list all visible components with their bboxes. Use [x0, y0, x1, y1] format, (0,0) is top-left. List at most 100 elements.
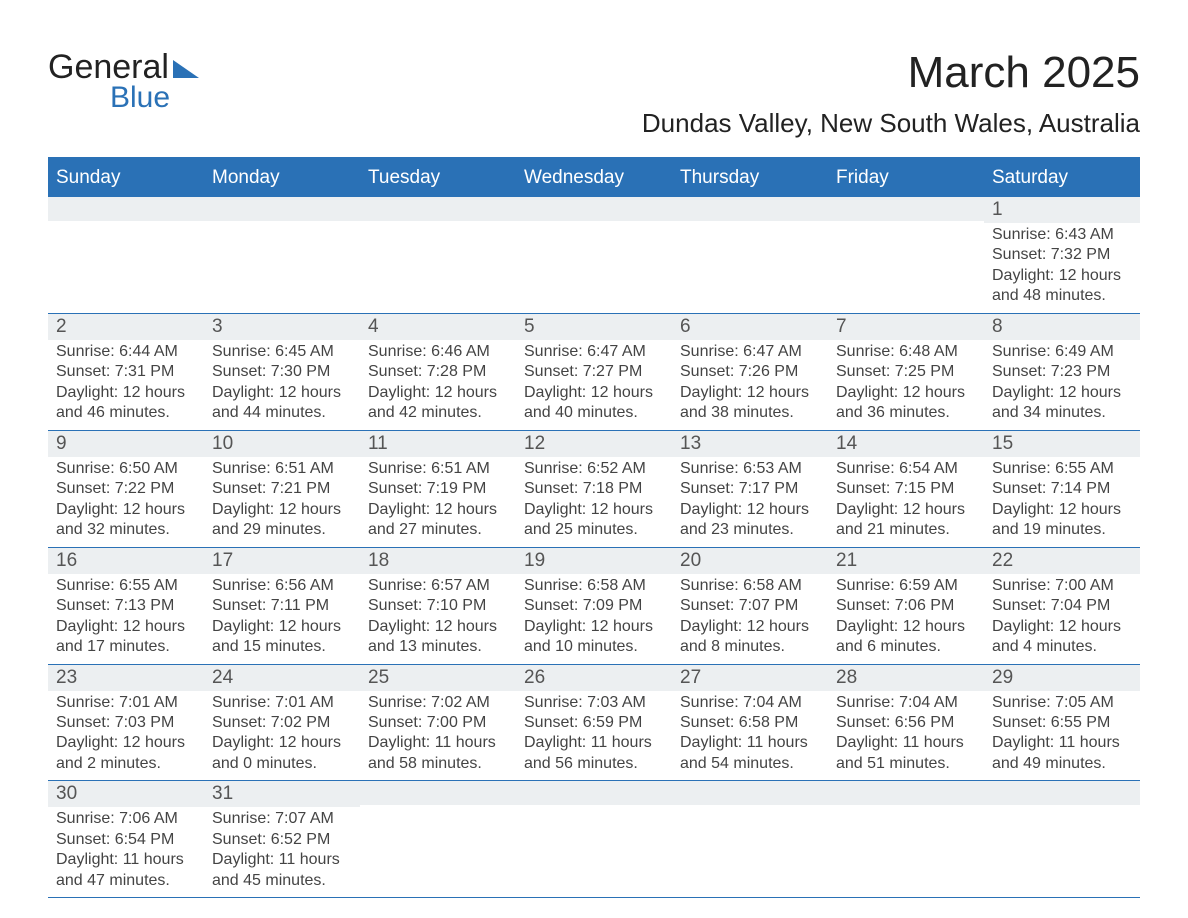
- header: General Blue March 2025 Dundas Valley, N…: [48, 48, 1140, 139]
- page-title: March 2025: [642, 48, 1140, 98]
- calendar-day: 25Sunrise: 7:02 AMSunset: 7:00 PMDayligh…: [360, 665, 516, 781]
- calendar-day: 21Sunrise: 6:59 AMSunset: 7:06 PMDayligh…: [828, 548, 984, 664]
- sunset-line: Sunset: 7:30 PM: [212, 362, 352, 382]
- sunset-line: Sunset: 7:25 PM: [836, 362, 976, 382]
- sunrise-line: Sunrise: 6:46 AM: [368, 342, 508, 362]
- daylight-line: Daylight: 12 hours and 23 minutes.: [680, 500, 820, 541]
- day-number: [984, 781, 1140, 805]
- day-details: [984, 805, 1140, 807]
- calendar-week: 23Sunrise: 7:01 AMSunset: 7:03 PMDayligh…: [48, 665, 1140, 782]
- day-number: [516, 197, 672, 221]
- sunset-line: Sunset: 7:11 PM: [212, 596, 352, 616]
- calendar-day-empty: [672, 197, 828, 313]
- sunrise-line: Sunrise: 6:49 AM: [992, 342, 1132, 362]
- calendar-day: 8Sunrise: 6:49 AMSunset: 7:23 PMDaylight…: [984, 314, 1140, 430]
- day-details: Sunrise: 6:58 AMSunset: 7:07 PMDaylight:…: [672, 574, 828, 658]
- sunrise-line: Sunrise: 6:48 AM: [836, 342, 976, 362]
- calendar-day-empty: [516, 197, 672, 313]
- brand-name-2: Blue: [110, 81, 199, 115]
- day-details: Sunrise: 6:46 AMSunset: 7:28 PMDaylight:…: [360, 340, 516, 424]
- dow-header: Wednesday: [516, 159, 672, 197]
- calendar-week: 9Sunrise: 6:50 AMSunset: 7:22 PMDaylight…: [48, 431, 1140, 548]
- calendar-day: 6Sunrise: 6:47 AMSunset: 7:26 PMDaylight…: [672, 314, 828, 430]
- day-details: Sunrise: 6:48 AMSunset: 7:25 PMDaylight:…: [828, 340, 984, 424]
- sunrise-line: Sunrise: 7:00 AM: [992, 576, 1132, 596]
- calendar-day: 17Sunrise: 6:56 AMSunset: 7:11 PMDayligh…: [204, 548, 360, 664]
- sunset-line: Sunset: 7:09 PM: [524, 596, 664, 616]
- sunrise-line: Sunrise: 6:51 AM: [212, 459, 352, 479]
- day-number: 8: [984, 314, 1140, 340]
- day-details: [360, 805, 516, 807]
- day-details: [204, 221, 360, 223]
- sunset-line: Sunset: 7:14 PM: [992, 479, 1132, 499]
- dow-header: Monday: [204, 159, 360, 197]
- day-number: [672, 197, 828, 221]
- location-subtitle: Dundas Valley, New South Wales, Australi…: [642, 108, 1140, 139]
- sunset-line: Sunset: 7:04 PM: [992, 596, 1132, 616]
- sunset-line: Sunset: 7:26 PM: [680, 362, 820, 382]
- calendar-day: 20Sunrise: 6:58 AMSunset: 7:07 PMDayligh…: [672, 548, 828, 664]
- sunset-line: Sunset: 7:03 PM: [56, 713, 196, 733]
- day-number: 1: [984, 197, 1140, 223]
- calendar-day: 19Sunrise: 6:58 AMSunset: 7:09 PMDayligh…: [516, 548, 672, 664]
- sunset-line: Sunset: 7:15 PM: [836, 479, 976, 499]
- daylight-line: Daylight: 12 hours and 34 minutes.: [992, 383, 1132, 424]
- sunset-line: Sunset: 7:10 PM: [368, 596, 508, 616]
- day-details: Sunrise: 6:44 AMSunset: 7:31 PMDaylight:…: [48, 340, 204, 424]
- sunset-line: Sunset: 7:13 PM: [56, 596, 196, 616]
- daylight-line: Daylight: 12 hours and 36 minutes.: [836, 383, 976, 424]
- day-details: Sunrise: 6:56 AMSunset: 7:11 PMDaylight:…: [204, 574, 360, 658]
- day-number: 31: [204, 781, 360, 807]
- daylight-line: Daylight: 12 hours and 10 minutes.: [524, 617, 664, 658]
- day-number: 7: [828, 314, 984, 340]
- day-details: Sunrise: 6:58 AMSunset: 7:09 PMDaylight:…: [516, 574, 672, 658]
- day-details: Sunrise: 6:55 AMSunset: 7:13 PMDaylight:…: [48, 574, 204, 658]
- daylight-line: Daylight: 12 hours and 44 minutes.: [212, 383, 352, 424]
- sunrise-line: Sunrise: 6:54 AM: [836, 459, 976, 479]
- calendar-day-empty: [672, 781, 828, 897]
- calendar-week: 1Sunrise: 6:43 AMSunset: 7:32 PMDaylight…: [48, 197, 1140, 314]
- daylight-line: Daylight: 12 hours and 40 minutes.: [524, 383, 664, 424]
- day-number: 20: [672, 548, 828, 574]
- calendar-day: 1Sunrise: 6:43 AMSunset: 7:32 PMDaylight…: [984, 197, 1140, 313]
- daylight-line: Daylight: 12 hours and 29 minutes.: [212, 500, 352, 541]
- daylight-line: Daylight: 11 hours and 47 minutes.: [56, 850, 196, 891]
- daylight-line: Daylight: 12 hours and 13 minutes.: [368, 617, 508, 658]
- day-details: [672, 805, 828, 807]
- daylight-line: Daylight: 11 hours and 54 minutes.: [680, 733, 820, 774]
- day-details: Sunrise: 6:43 AMSunset: 7:32 PMDaylight:…: [984, 223, 1140, 307]
- daylight-line: Daylight: 11 hours and 56 minutes.: [524, 733, 664, 774]
- sunset-line: Sunset: 7:27 PM: [524, 362, 664, 382]
- calendar-day: 28Sunrise: 7:04 AMSunset: 6:56 PMDayligh…: [828, 665, 984, 781]
- day-number: 29: [984, 665, 1140, 691]
- day-details: Sunrise: 7:03 AMSunset: 6:59 PMDaylight:…: [516, 691, 672, 775]
- dow-header: Friday: [828, 159, 984, 197]
- sunrise-line: Sunrise: 6:45 AM: [212, 342, 352, 362]
- calendar-day: 9Sunrise: 6:50 AMSunset: 7:22 PMDaylight…: [48, 431, 204, 547]
- day-number: 13: [672, 431, 828, 457]
- day-details: Sunrise: 6:53 AMSunset: 7:17 PMDaylight:…: [672, 457, 828, 541]
- day-number: [204, 197, 360, 221]
- day-number: [828, 781, 984, 805]
- day-number: 3: [204, 314, 360, 340]
- sunset-line: Sunset: 7:07 PM: [680, 596, 820, 616]
- calendar-day: 3Sunrise: 6:45 AMSunset: 7:30 PMDaylight…: [204, 314, 360, 430]
- sunrise-line: Sunrise: 6:50 AM: [56, 459, 196, 479]
- dow-header-row: SundayMondayTuesdayWednesdayThursdayFrid…: [48, 159, 1140, 197]
- daylight-line: Daylight: 12 hours and 48 minutes.: [992, 266, 1132, 307]
- calendar-day: 5Sunrise: 6:47 AMSunset: 7:27 PMDaylight…: [516, 314, 672, 430]
- day-number: 12: [516, 431, 672, 457]
- day-number: 27: [672, 665, 828, 691]
- sunrise-line: Sunrise: 6:55 AM: [992, 459, 1132, 479]
- calendar-day: 15Sunrise: 6:55 AMSunset: 7:14 PMDayligh…: [984, 431, 1140, 547]
- day-number: 30: [48, 781, 204, 807]
- dow-header: Sunday: [48, 159, 204, 197]
- calendar-day: 24Sunrise: 7:01 AMSunset: 7:02 PMDayligh…: [204, 665, 360, 781]
- sunset-line: Sunset: 7:19 PM: [368, 479, 508, 499]
- daylight-line: Daylight: 12 hours and 21 minutes.: [836, 500, 976, 541]
- calendar-day: 22Sunrise: 7:00 AMSunset: 7:04 PMDayligh…: [984, 548, 1140, 664]
- day-details: [672, 221, 828, 223]
- day-details: [48, 221, 204, 223]
- calendar-day-empty: [984, 781, 1140, 897]
- day-details: [828, 221, 984, 223]
